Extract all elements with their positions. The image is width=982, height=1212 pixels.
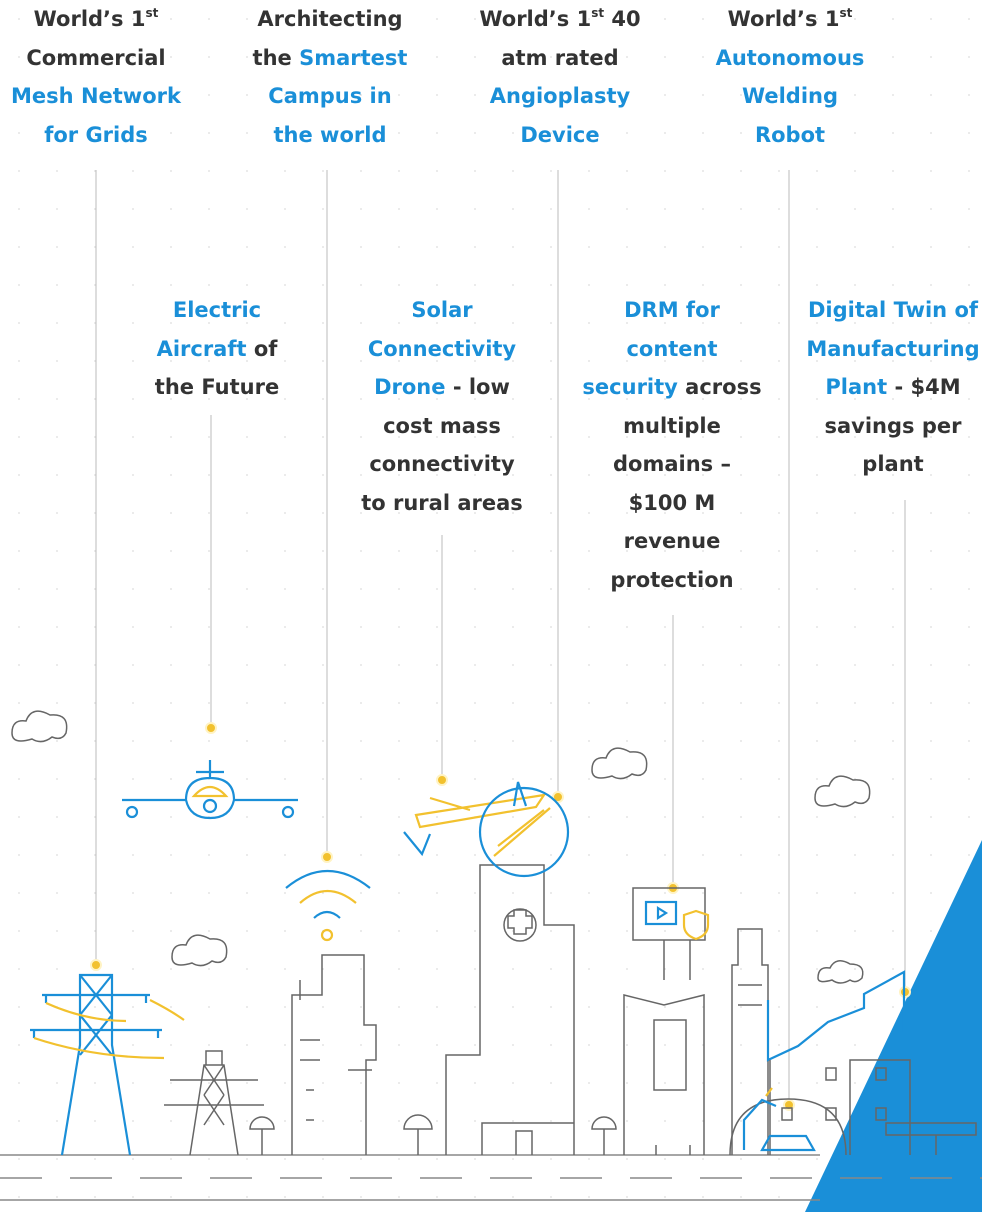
caption: Architecting the Smartest Campus in the wor…	[253, 0, 408, 154]
caption-text: plant	[862, 452, 923, 476]
caption-text: st	[591, 6, 604, 20]
caption: Electric Aircraft of the Future	[155, 291, 279, 407]
caption-line: Robot	[716, 116, 865, 155]
caption-text: across	[678, 375, 762, 399]
caption-text: atm rated	[501, 46, 618, 70]
caption-text: multiple	[623, 414, 721, 438]
caption-text: 40	[604, 7, 641, 31]
highlight-text: content	[626, 337, 717, 361]
caption-text: revenue	[624, 529, 721, 553]
highlight-text: DRM for	[624, 298, 720, 322]
caption-text: - low	[446, 375, 510, 399]
highlight-text: Device	[520, 123, 599, 147]
caption-line: Architecting	[253, 0, 408, 39]
caption-line: DRM for	[582, 291, 761, 330]
caption-line: Connectivity	[361, 330, 523, 369]
caption-text: savings per	[825, 414, 962, 438]
caption-text: Architecting	[257, 7, 402, 31]
highlight-text: Campus in	[268, 84, 391, 108]
highlight-text: for Grids	[44, 123, 148, 147]
caption-text: World’s 1	[728, 7, 840, 31]
caption: World’s 1st 40 atm rated Angioplasty Device	[479, 0, 640, 154]
highlight-text: Mesh Network	[11, 84, 181, 108]
caption-text: domains –	[613, 452, 731, 476]
caption-line: Digital Twin of	[806, 291, 979, 330]
illustration	[0, 0, 982, 1212]
caption-line: World’s 1st	[11, 0, 181, 39]
infographic: World’s 1stCommercialMesh Networkfor Gri…	[0, 0, 982, 1212]
caption: World’s 1st Autonomous Welding Robot	[716, 0, 865, 154]
caption-text: connectivity	[369, 452, 514, 476]
highlight-text: Robot	[755, 123, 825, 147]
caption-line: the world	[253, 116, 408, 155]
caption-text: the	[253, 46, 300, 70]
highlight-text: Aircraft	[157, 337, 247, 361]
caption-text: $100 M	[629, 491, 716, 515]
caption-text: protection	[610, 568, 733, 592]
highlight-text: Drone	[374, 375, 445, 399]
highlight-text: Welding	[742, 84, 838, 108]
highlight-text: Autonomous	[716, 46, 865, 70]
caption-line: Solar	[361, 291, 523, 330]
caption-line: for Grids	[11, 116, 181, 155]
caption-line: Manufacturing	[806, 330, 979, 369]
highlight-text: Plant	[825, 375, 887, 399]
caption-text: World’s 1	[479, 7, 591, 31]
caption-text: to rural areas	[361, 491, 523, 515]
caption-text: Commercial	[26, 46, 165, 70]
caption-line: revenue	[582, 522, 761, 561]
highlight-text: Electric	[173, 298, 261, 322]
caption-line: Campus in	[253, 77, 408, 116]
caption-line: connectivity	[361, 445, 523, 484]
caption-line: content	[582, 330, 761, 369]
caption: DRM for content security across multiple dom…	[582, 291, 761, 599]
caption: Solar Connectivity Drone - low cost mass con…	[361, 291, 523, 522]
caption-line: to rural areas	[361, 484, 523, 523]
caption-line: Plant - $4M	[806, 368, 979, 407]
caption-text: World’s 1	[34, 7, 146, 31]
highlight-text: the world	[274, 123, 387, 147]
highlight-text: Solar	[411, 298, 472, 322]
caption: Digital Twin of Manufacturing Plant - $4M s…	[806, 291, 979, 484]
caption-line: savings per	[806, 407, 979, 446]
highlight-text: security	[582, 375, 677, 399]
caption-line: Angioplasty	[479, 77, 640, 116]
caption-line: cost mass	[361, 407, 523, 446]
caption-line: World’s 1st	[716, 0, 865, 39]
highlight-text: Angioplasty	[490, 84, 631, 108]
caption-text: cost mass	[383, 414, 501, 438]
caption-line: the Future	[155, 368, 279, 407]
caption-line: atm rated	[479, 39, 640, 78]
caption-text: of	[247, 337, 278, 361]
caption-line: Mesh Network	[11, 77, 181, 116]
highlight-text: Digital Twin of	[808, 298, 978, 322]
caption-line: Autonomous	[716, 39, 865, 78]
caption-line: Welding	[716, 77, 865, 116]
highlight-text: Manufacturing	[806, 337, 979, 361]
caption-line: the Smartest	[253, 39, 408, 78]
caption-line: multiple	[582, 407, 761, 446]
caption-line: plant	[806, 445, 979, 484]
caption-text: st	[145, 6, 158, 20]
caption-text: the Future	[155, 375, 279, 399]
highlight-text: Smartest	[299, 46, 407, 70]
caption-line: Commercial	[11, 39, 181, 78]
caption-line: Aircraft of	[155, 330, 279, 369]
caption-text: - $4M	[887, 375, 960, 399]
caption-line: protection	[582, 561, 761, 600]
caption-line: World’s 1st 40	[479, 0, 640, 39]
caption-line: $100 M	[582, 484, 761, 523]
caption-line: Drone - low	[361, 368, 523, 407]
caption-line: security across	[582, 368, 761, 407]
caption-line: Device	[479, 116, 640, 155]
highlight-text: Connectivity	[368, 337, 516, 361]
caption: World’s 1st Commercial Mesh Network for Gri…	[11, 0, 181, 154]
caption-line: domains –	[582, 445, 761, 484]
caption-line: Electric	[155, 291, 279, 330]
caption-text: st	[839, 6, 852, 20]
